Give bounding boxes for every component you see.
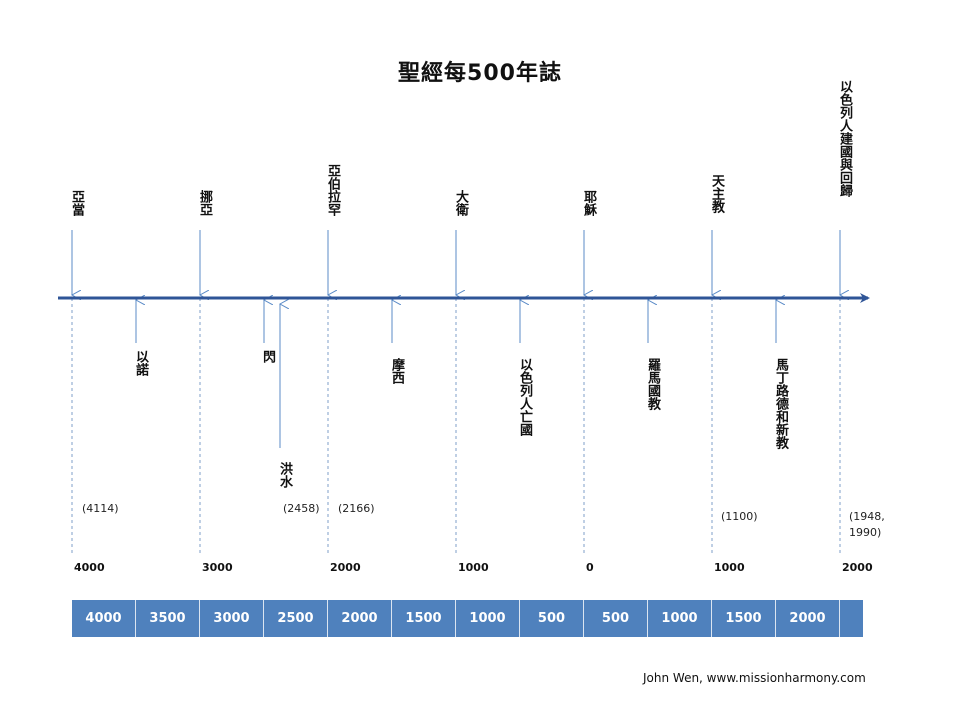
scale-cell: 1500	[712, 600, 776, 637]
year-note-abraham: (2166)	[338, 502, 375, 515]
event-label-jesus: 耶穌	[581, 190, 596, 216]
year-note-israel-1: (1948,	[849, 510, 885, 523]
event-label-noah: 挪亞	[197, 190, 212, 216]
event-label-luther: 馬丁路德和新教	[773, 358, 788, 449]
scale-cell: 500	[584, 600, 648, 637]
year-note-catholic: (1100)	[721, 510, 758, 523]
event-label-abraham: 亞伯拉罕	[325, 164, 340, 216]
axis-year-1000bc: 1000	[458, 561, 489, 574]
axis-year-3000bc: 3000	[202, 561, 233, 574]
scale-cell: 2500	[264, 600, 328, 637]
event-label-shem: 閃	[260, 350, 275, 363]
dashed-guides	[71, 298, 841, 553]
scale-cell: 1000	[648, 600, 712, 637]
scale-cell: 1500	[392, 600, 456, 637]
event-label-flood: 洪水	[277, 462, 292, 488]
scale-cell: 2000	[328, 600, 392, 637]
event-label-catholic: 天主教	[709, 174, 724, 213]
credit-text: John Wen, www.missionharmony.com	[643, 671, 866, 685]
scale-cell: 2000	[776, 600, 840, 637]
scale-cell: 3000	[200, 600, 264, 637]
axis-year-2000ad: 2000	[842, 561, 873, 574]
scale-cell: 1000	[456, 600, 520, 637]
event-label-rome: 羅馬國教	[645, 358, 660, 410]
upper-arrows	[72, 230, 840, 295]
axis-year-4000bc: 4000	[74, 561, 105, 574]
event-label-israel-fall: 以色列人亡國	[517, 358, 532, 436]
year-note-adam: (4114)	[82, 502, 119, 515]
scale-bar	[72, 600, 863, 637]
event-label-moses: 摩西	[389, 358, 404, 384]
event-label-david: 大衛	[453, 190, 468, 216]
axis-year-1000ad: 1000	[714, 561, 745, 574]
scale-cell: 4000	[72, 600, 136, 637]
axis-year-2000bc: 2000	[330, 561, 361, 574]
event-label-enoch: 以諾	[133, 350, 148, 376]
year-note-israel-2: 1990)	[849, 526, 882, 539]
axis-year-0: 0	[586, 561, 594, 574]
event-label-israel-rebuild: 以色列人建國與回歸	[837, 80, 852, 197]
lower-arrows	[136, 300, 776, 448]
year-note-flood: (2458)	[283, 502, 320, 515]
scale-cell: 3500	[136, 600, 200, 637]
page-title: 聖經每500年誌	[398, 61, 562, 86]
event-label-adam: 亞當	[69, 190, 84, 216]
scale-cell: 500	[520, 600, 584, 637]
